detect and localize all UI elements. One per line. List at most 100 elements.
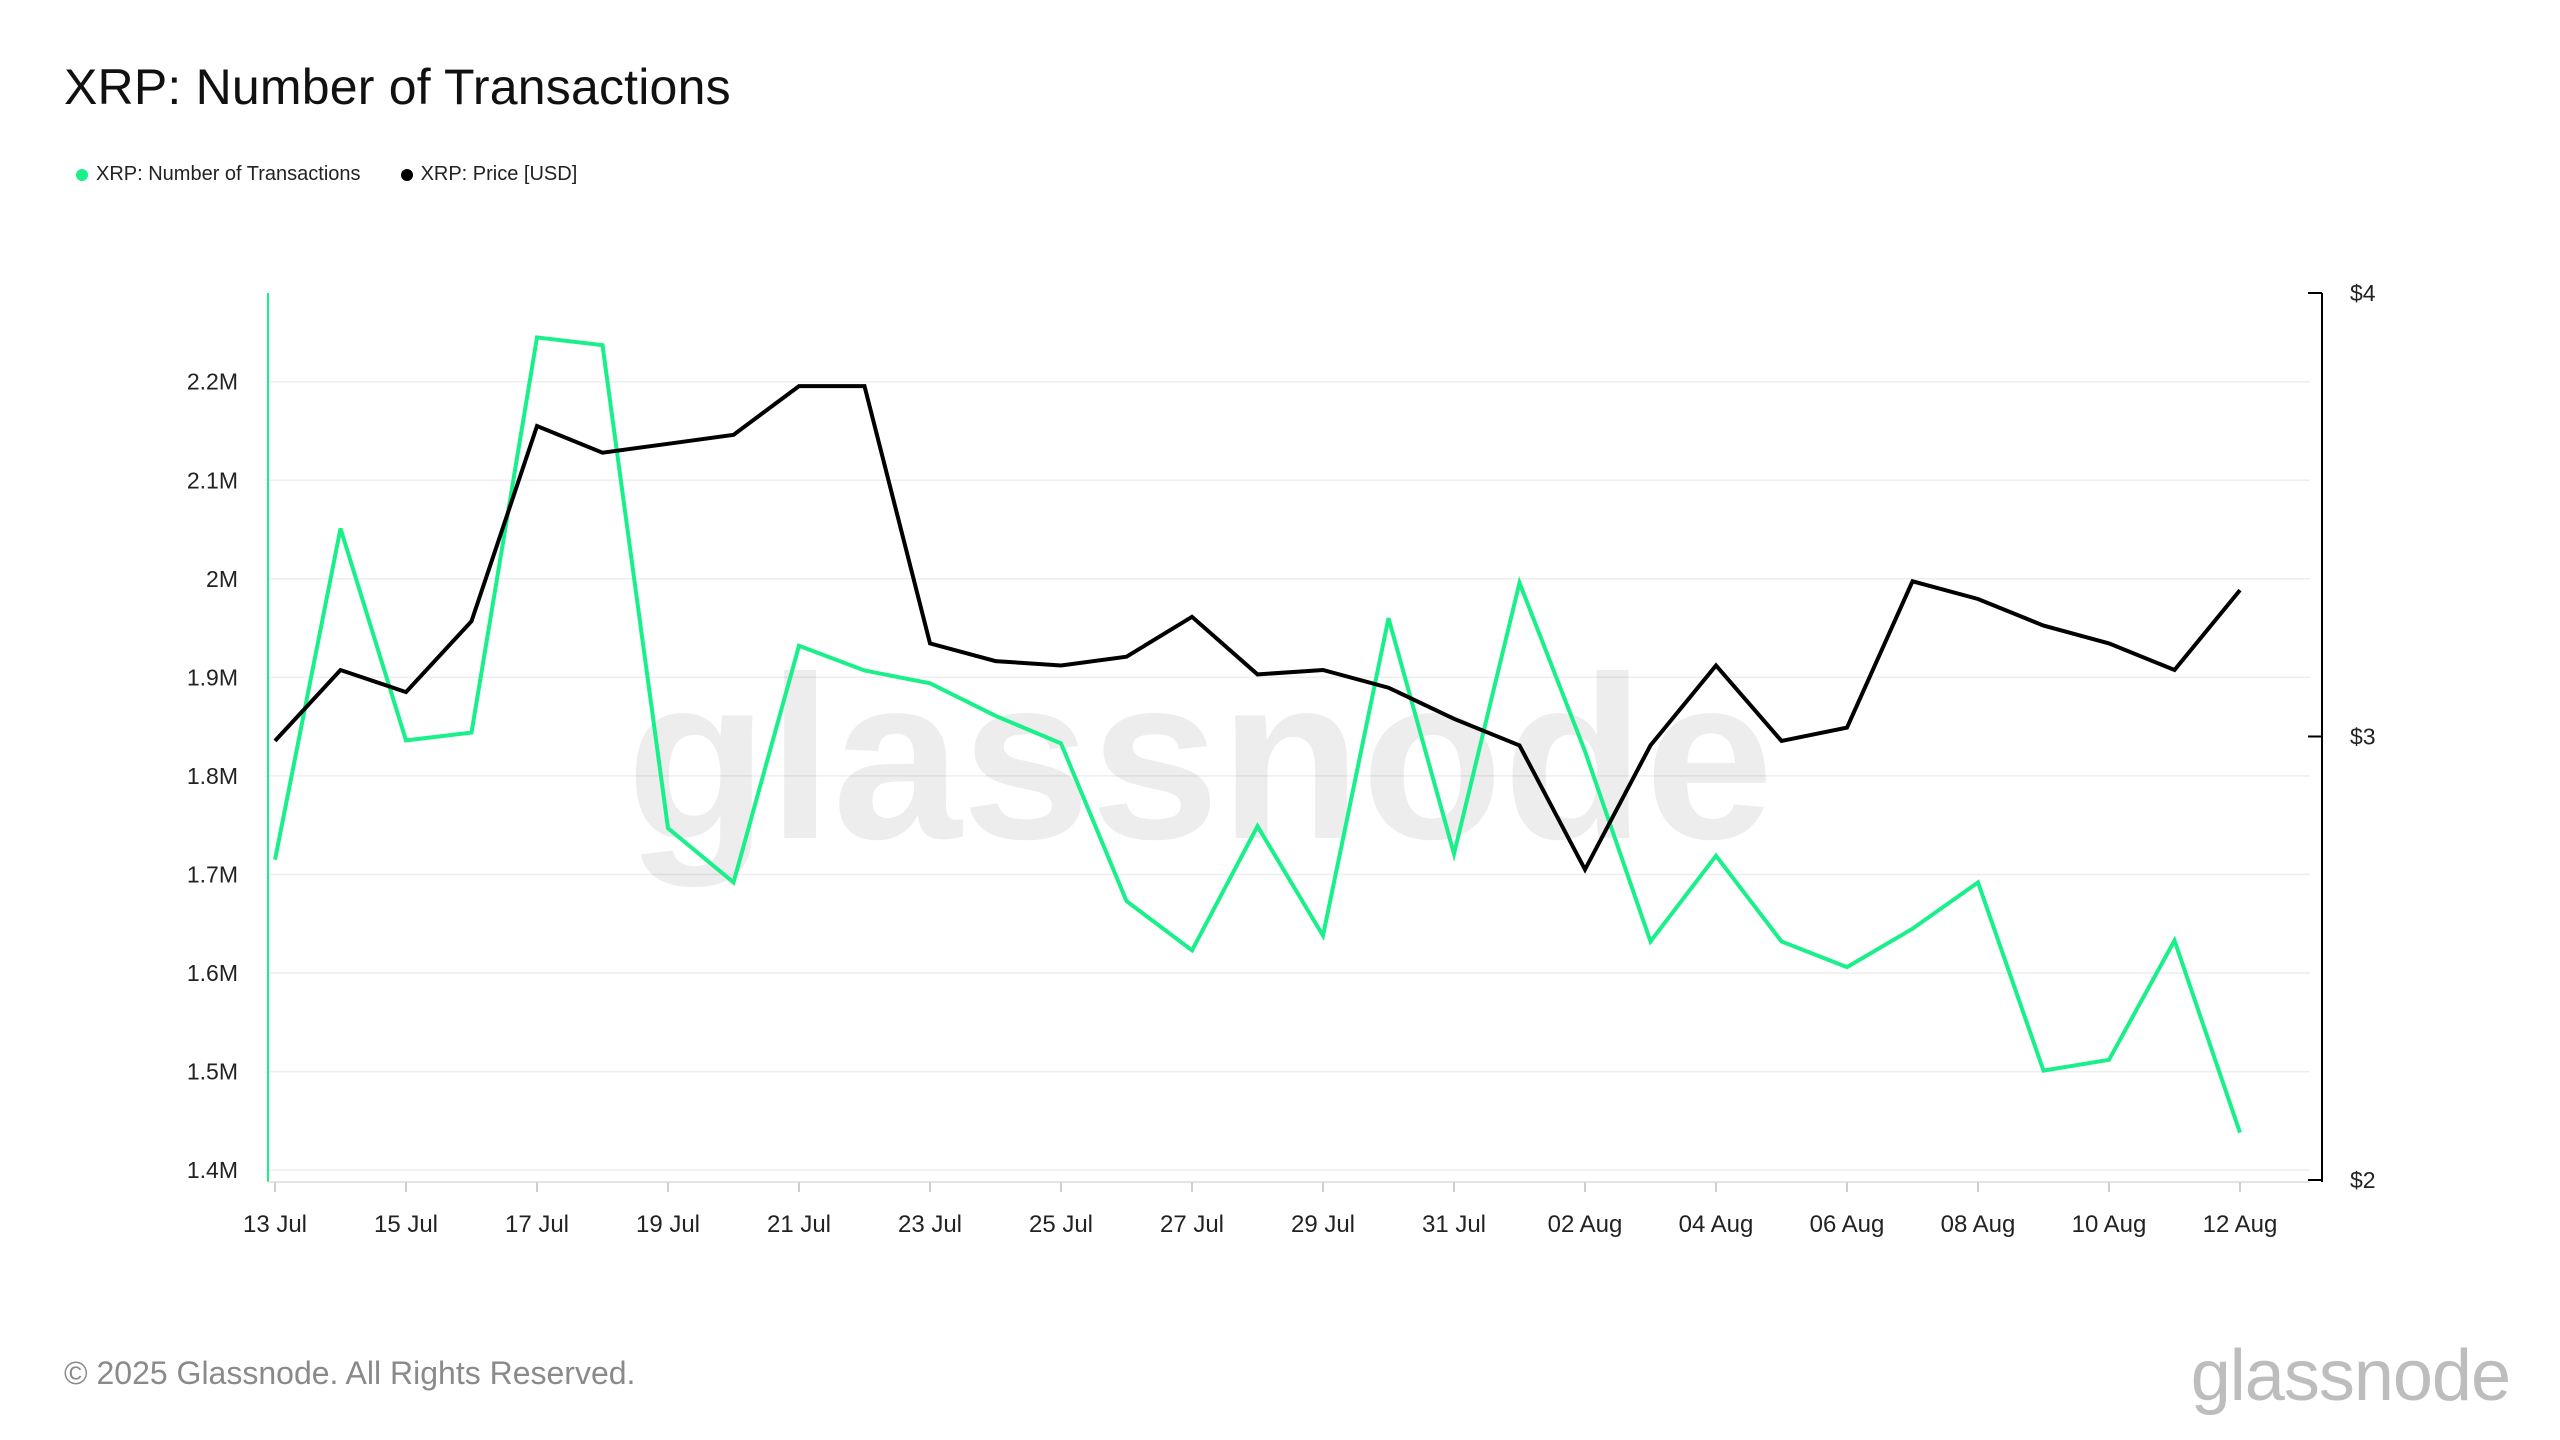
point-transactions: [1256, 824, 1260, 828]
point-price: [404, 690, 408, 694]
point-price: [863, 384, 867, 388]
x-tick-label: 23 Jul: [898, 1211, 962, 1238]
point-price: [1583, 868, 1587, 872]
gridlines: [268, 380, 2310, 1171]
point-transactions: [1321, 934, 1325, 938]
point-transactions: [2173, 939, 2177, 943]
point-transactions: [339, 527, 343, 531]
point-price: [928, 641, 932, 645]
legend-label-transactions: XRP: Number of Transactions: [96, 163, 361, 185]
point-price: [1845, 726, 1849, 730]
y-right-tick-label: $2: [2350, 1167, 2376, 1193]
point-price: [2238, 588, 2242, 592]
point-price: [470, 619, 474, 623]
x-tick-label: 02 Aug: [1548, 1211, 1623, 1238]
copyright-footer: © 2025 Glassnode. All Rights Reserved.: [64, 1355, 636, 1391]
legend-item-price[interactable]: XRP: Price [USD]: [400, 163, 578, 186]
point-transactions: [863, 668, 867, 672]
point-transactions: [1845, 965, 1849, 969]
point-price: [535, 424, 539, 428]
point-price: [994, 659, 998, 663]
point-price: [732, 433, 736, 437]
point-transactions: [1976, 880, 1980, 884]
point-price: [1321, 668, 1325, 672]
tick-labels: 1.4M 1.5M 1.6M 1.7M 1.8M 1.9M 2M 2.1M 2.2M $2 $3 $4…: [187, 280, 2376, 1238]
point-price: [1387, 686, 1391, 690]
point-transactions: [1649, 939, 1653, 943]
point-transactions: [470, 731, 474, 735]
x-tick-label: 04 Aug: [1679, 1211, 1754, 1238]
y-left-tick-label: 1.7M: [187, 861, 238, 887]
legend-dot-price: [400, 168, 413, 181]
glassnode-logo: glassnode: [2190, 1336, 2511, 1416]
point-transactions: [1518, 581, 1522, 585]
y-left-tick-label: 1.8M: [187, 763, 238, 789]
point-transactions: [1583, 749, 1587, 753]
chart-title: XRP: Number of Transactions: [64, 59, 731, 115]
legend-label-price: XRP: Price [USD]: [420, 163, 578, 185]
point-transactions: [797, 644, 801, 648]
point-transactions: [732, 880, 736, 884]
point-transactions: [2042, 1069, 2046, 1073]
point-price: [1059, 664, 1063, 668]
point-transactions: [1125, 899, 1129, 903]
x-tick-label: 06 Aug: [1810, 1211, 1885, 1238]
point-transactions: [994, 714, 998, 718]
point-price: [339, 668, 343, 672]
x-tick-label: 17 Jul: [505, 1211, 569, 1238]
point-price: [1190, 615, 1194, 619]
y-left-tick-label: 2.2M: [187, 369, 238, 395]
point-price: [2042, 624, 2046, 628]
point-price: [1911, 579, 1915, 583]
point-transactions: [1714, 854, 1718, 858]
legend-dot-transactions: [76, 168, 88, 181]
point-transactions: [1387, 616, 1391, 620]
point-transactions: [2107, 1058, 2111, 1062]
point-price: [273, 739, 277, 743]
point-price: [1125, 655, 1129, 659]
x-tick-label: 15 Jul: [374, 1211, 438, 1238]
point-price: [601, 451, 605, 455]
point-transactions: [273, 858, 277, 862]
point-price: [1256, 672, 1260, 676]
point-price: [1518, 743, 1522, 747]
x-tick-label: 08 Aug: [1941, 1211, 2016, 1238]
axes: [267, 292, 2323, 1192]
y-right-tick-label: $4: [2350, 280, 2376, 306]
x-tick-label: 25 Jul: [1029, 1211, 1093, 1238]
point-price: [797, 384, 801, 388]
watermark: glassnode: [626, 629, 1773, 888]
x-tick-label: 27 Jul: [1160, 1211, 1224, 1238]
point-transactions: [666, 826, 670, 830]
point-price: [1976, 597, 1980, 601]
point-transactions: [1911, 927, 1915, 931]
legend: XRP: Number of Transactions XRP: Price […: [76, 163, 577, 186]
point-transactions: [535, 335, 539, 339]
series-line-price: [273, 384, 2242, 874]
point-price: [666, 442, 670, 446]
x-tick-label: 21 Jul: [767, 1211, 831, 1238]
point-price: [1649, 743, 1653, 747]
series-line-transactions: [273, 335, 2242, 1134]
y-left-tick-label: 1.9M: [187, 664, 238, 690]
point-price: [1452, 717, 1456, 721]
point-price: [2173, 668, 2177, 672]
point-transactions: [1452, 852, 1456, 856]
point-price: [2107, 641, 2111, 645]
point-price: [1780, 739, 1784, 743]
y-left-tick-label: 1.5M: [187, 1059, 238, 1085]
point-transactions: [1059, 741, 1063, 745]
x-tick-label: 13 Jul: [243, 1211, 307, 1238]
x-tick-label: 31 Jul: [1422, 1211, 1486, 1238]
y-left-tick-label: 2M: [206, 566, 238, 592]
series-lines: [273, 335, 2242, 1134]
x-tick-label: 12 Aug: [2203, 1211, 2278, 1238]
x-tick-label: 29 Jul: [1291, 1211, 1355, 1238]
legend-item-transactions[interactable]: XRP: Number of Transactions: [76, 163, 361, 186]
point-transactions: [601, 343, 605, 347]
y-left-tick-label: 1.6M: [187, 960, 238, 986]
y-left-tick-label: 2.1M: [187, 467, 238, 493]
y-left-tick-label: 1.4M: [187, 1157, 238, 1183]
point-price: [1714, 664, 1718, 668]
